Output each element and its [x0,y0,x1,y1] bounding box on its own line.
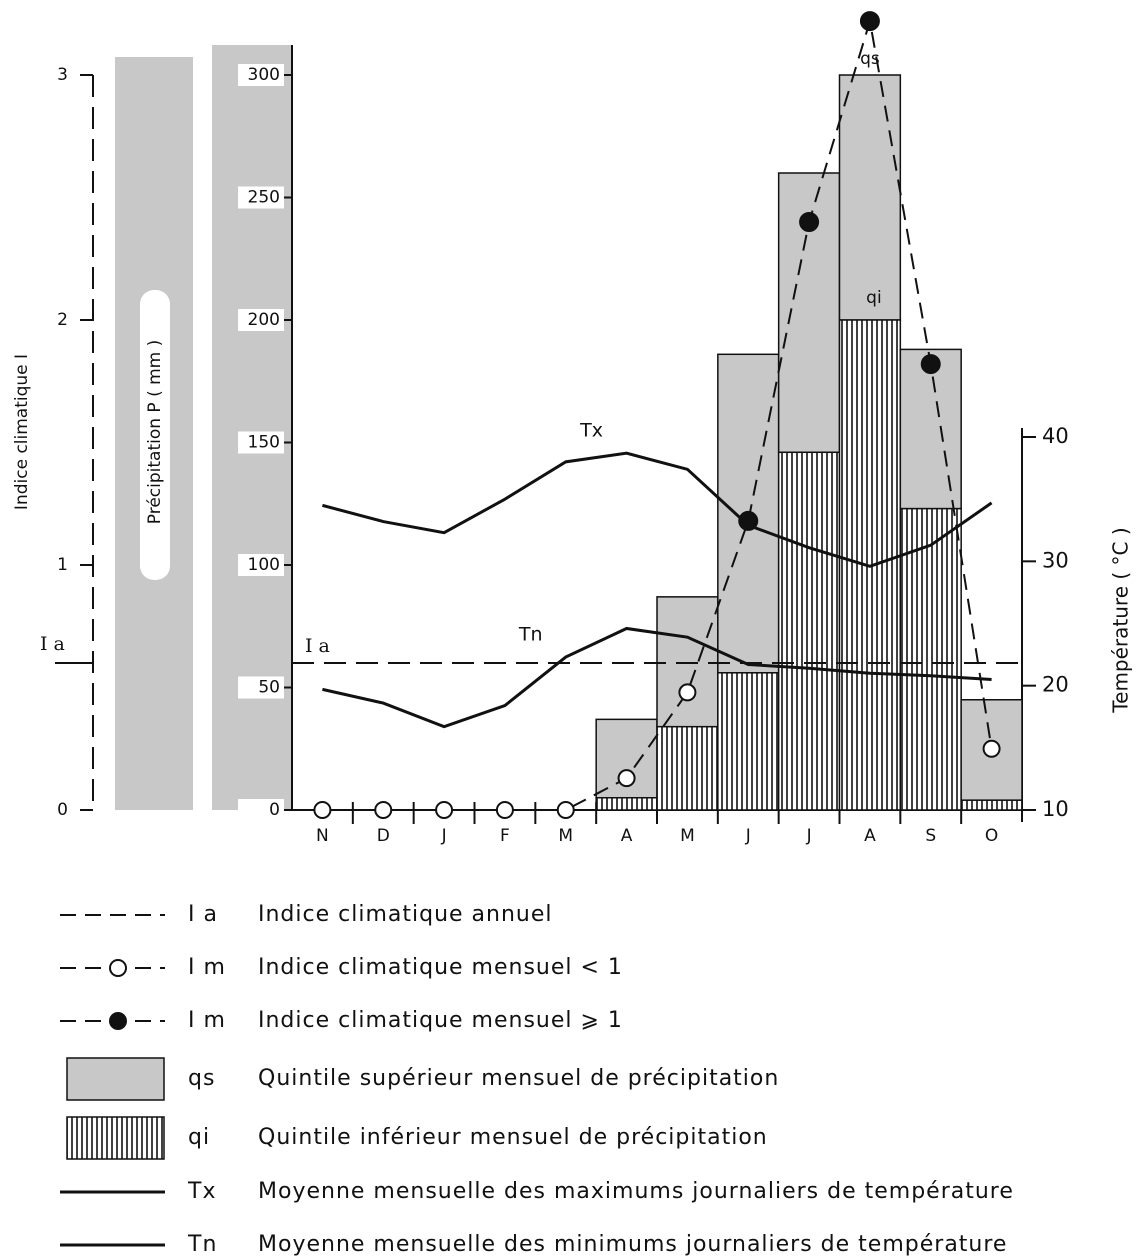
ia-label: I a [40,633,65,655]
y-axis-label: Précipitation P ( mm ) [145,340,165,525]
legend-symbol [66,1116,165,1160]
index-point [374,801,393,819]
tick-label-bg [238,799,284,821]
ia-label: I a [305,635,330,657]
qs-bar [656,596,719,728]
series-label: qs [860,49,880,69]
label-bg [140,290,170,580]
x-tick-label: S [925,826,936,846]
index-line [322,20,993,811]
tick-label-bg [238,431,284,454]
legend-code: I m [188,1008,226,1033]
series-label: Tx [579,420,603,442]
index-point [435,801,454,819]
y-tick-label: 200 [248,310,280,330]
x-tick-label: M [558,826,573,846]
qs-bar [838,74,902,321]
legend-code: qi [188,1125,210,1150]
legend-code: I a [188,902,218,927]
legend-symbol [109,959,127,977]
y-tick-label: 0 [269,800,280,820]
legend-code: Tn [187,1232,217,1257]
tick-label-bg [238,554,284,576]
index-point [313,801,332,819]
series-label: qi [866,288,882,308]
tick-label-bg [238,676,284,699]
legend-text: Quintile inférieur mensuel de précipitat… [258,1125,768,1150]
x-tick-label: A [864,826,876,846]
x-tick-label: O [985,826,998,846]
legend-symbol [66,1057,165,1101]
index-tick-label: 3 [57,65,68,85]
x-tick-label: A [621,826,633,846]
index-point [738,510,759,531]
x-tick-label: J [745,826,751,846]
index-point [920,354,941,375]
index-axis-label: Indice climatique I [12,354,32,510]
legend-code: I m [188,955,226,980]
legend-text: Moyenne mensuelle des minimums journalie… [258,1232,1007,1257]
y2-tick-label: 40 [1042,424,1069,448]
temp-line [322,451,993,568]
legend-symbol [109,1012,127,1030]
y2-tick-label: 30 [1042,548,1069,572]
index-tick-label: 1 [57,555,68,575]
temp-line [322,626,992,729]
y2-tick-label: 20 [1042,673,1069,697]
legend-text: Indice climatique mensuel ⩾ 1 [258,1008,623,1033]
x-tick-label: J [806,826,812,846]
qi-bar [838,319,902,811]
tick-label-bg [238,186,284,209]
qi-bar [960,799,1023,811]
legend-text: Quintile supérieur mensuel de précipitat… [258,1066,779,1091]
legend-text: Moyenne mensuelle des maximums journalie… [258,1179,1014,1204]
x-tick-label: N [316,826,329,846]
tick-label-bg [238,64,284,86]
series-label: Tn [518,624,543,646]
tick-label-bg [238,309,284,331]
index-point [799,212,820,232]
index-point [617,769,636,788]
y-tick-label: 100 [248,555,280,575]
index-tick-label: 2 [57,310,68,330]
legend: I a Indice climatique annuel I m Indice cli… [60,902,1014,1257]
y-tick-label: 150 [248,433,280,453]
y2-tick-label: 10 [1042,797,1069,821]
index-point [678,683,697,702]
y-tick-label: 300 [248,65,280,85]
x-tick-label: F [500,826,510,846]
index-point [556,801,575,819]
qi-bar [595,797,658,811]
qi-bar [777,451,841,811]
qi-bar [656,725,719,811]
index-point [495,801,514,819]
index-point [982,739,1001,758]
x-tick-label: J [441,826,447,846]
legend-text: Indice climatique mensuel < 1 [258,955,623,980]
legend-code: qs [188,1066,215,1091]
y-tick-label: 250 [248,188,280,208]
y2-axis-label: Température ( °C ) [1109,527,1133,713]
legend-text: Indice climatique annuel [258,902,553,927]
x-tick-label: D [377,826,390,846]
qi-bar [899,507,962,811]
x-tick-label: M [680,826,695,846]
index-tick-label: 0 [57,800,68,820]
index-point [859,11,880,32]
y-tick-label: 50 [258,678,280,698]
legend-code: Tx [187,1179,216,1204]
qi-bar [717,672,780,811]
